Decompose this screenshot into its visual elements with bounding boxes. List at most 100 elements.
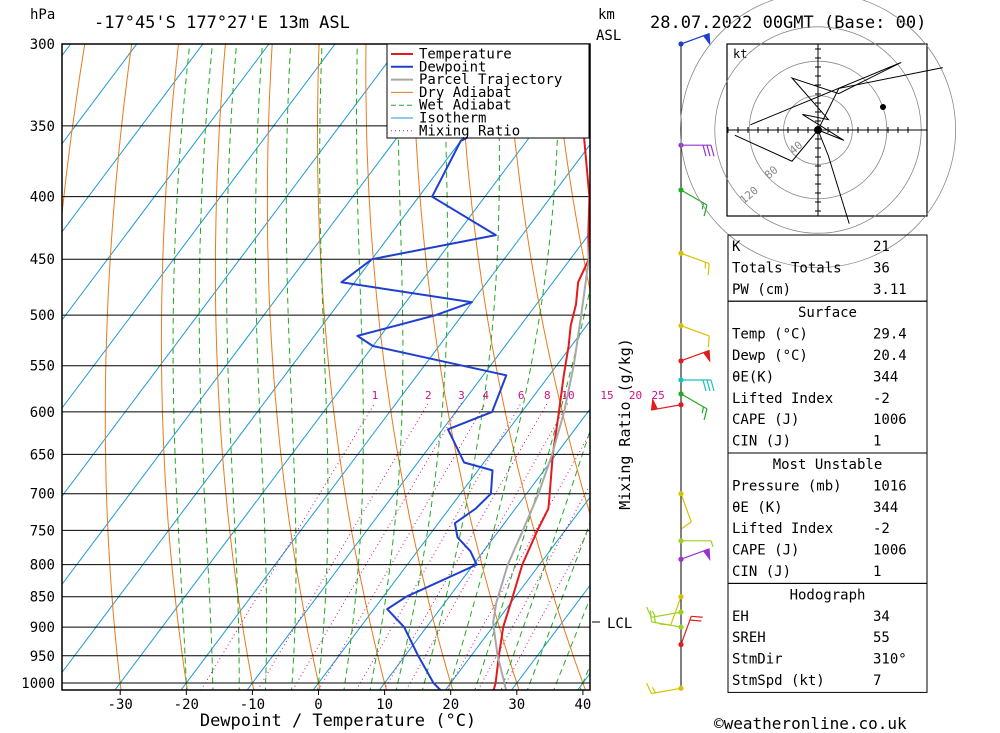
isotherm-line: [312, 320, 590, 690]
dry-adiabat-line: [266, 44, 321, 690]
surface-table-row-value: 20.4: [873, 348, 907, 364]
hodograph-origin-dot: [814, 126, 822, 134]
lcl-label: LCL: [607, 616, 632, 632]
dry-adiabat-line: [552, 44, 590, 293]
wet-adiabat-line: [172, 44, 191, 690]
hodograph-storm-dot: [880, 104, 886, 110]
mixing-ratio-line: [257, 402, 429, 690]
wind-barb-half: [653, 616, 656, 623]
wind-barb-staff: [680, 493, 692, 523]
index-row-value: 21: [873, 239, 890, 255]
wind-barb-staff: [680, 616, 692, 645]
wind-barb-staff: [680, 252, 710, 265]
pressure-tick-label: 900: [30, 620, 55, 636]
wind-barb-full: [702, 145, 707, 157]
most-unstable-table-title: Most Unstable: [773, 457, 883, 473]
wind-barb-full: [649, 610, 653, 622]
wet-adiabat-line: [285, 44, 297, 690]
index-row-label: Totals Totals: [732, 260, 842, 276]
wind-barb-full: [703, 204, 708, 217]
mixing-ratio-label: 1: [372, 389, 379, 402]
wet-adiabat-line: [226, 44, 240, 690]
mixing-ratio-line: [383, 402, 548, 690]
pressure-tick-label: 650: [30, 447, 55, 463]
isobars: [62, 43, 590, 684]
mixing-ratio-line: [355, 402, 522, 690]
surface-table-row-label: Temp (°C): [732, 327, 808, 343]
wind-profile: LCL: [592, 33, 715, 695]
isotherm-line: [246, 232, 590, 690]
mixing-ratio-label: 15: [600, 389, 613, 402]
pressure-unit: hPa: [30, 7, 55, 23]
legend-label: Dry Adiabat: [419, 85, 512, 101]
site-credit: ©weatheronline.co.uk: [714, 714, 907, 733]
surface-table-row-label: θE(K): [732, 369, 774, 385]
isotherm-line: [0, 35, 11, 693]
wind-level-dot: [678, 624, 684, 630]
surface-table-row-value: 344: [873, 369, 898, 385]
surface-table-title: Surface: [798, 305, 857, 321]
surface-table-row-value: 1006: [873, 412, 907, 428]
mixing-ratio-labels: 1 2 3 4 6 8 10 15 20 25: [372, 389, 665, 402]
wind-barb-full: [681, 521, 692, 529]
surface-table-row-label: CIN (J): [732, 434, 791, 450]
mixing-ratio-label: 6: [518, 389, 525, 402]
legend-label: Mixing Ratio: [419, 123, 520, 139]
temperature-tick-label: 0: [314, 697, 322, 713]
most-unstable-table-row-label: CAPE (J): [732, 543, 799, 559]
wet-adiabat-line: [448, 44, 560, 690]
most-unstable-table-row-value: 1: [873, 564, 881, 580]
wind-barb-flag: [702, 33, 711, 46]
wind-barb-half: [651, 686, 656, 694]
wind-barb-half: [710, 540, 714, 548]
dry-adiabat-line: [160, 44, 188, 690]
hodograph-trace: [750, 61, 902, 141]
temperature-tick-label: 30: [508, 697, 525, 713]
wind-barb-full: [646, 682, 652, 694]
hodograph-stats-table-row-label: StmSpd (kt): [732, 673, 825, 689]
hodograph-trace: [817, 67, 943, 131]
legend-label: Parcel Trajectory: [419, 72, 562, 88]
wind-barb-flag: [702, 548, 711, 562]
wind-barb-staff: [651, 687, 682, 695]
surface-table-row-value: -2: [873, 391, 890, 407]
mixing-ratio-label: 20: [629, 389, 642, 402]
wind-barb-full: [702, 379, 707, 392]
dry-adiabat-line: [928, 44, 1000, 694]
dewpoint-line: [340, 44, 508, 690]
isotherm-line: [62, 44, 204, 233]
temperature-tick-label: -20: [174, 697, 199, 713]
isotherm-line: [444, 496, 590, 690]
height-reference: ASL: [596, 28, 621, 44]
legend-label: Temperature: [419, 47, 512, 63]
temperature-tick-label: 20: [442, 697, 459, 713]
pressure-tick-label: 750: [30, 523, 55, 539]
mixing-ratio-axis-label: Mixing Ratio (g/kg): [616, 338, 634, 510]
dry-adiabat-line: [506, 44, 590, 516]
stats-tables: K 21 Totals Totals 36 PW (cm) 3.11 Surface Temp…: [727, 234, 928, 693]
mixing-ratio-label: 8: [544, 389, 551, 402]
dry-adiabat-line: [975, 44, 1000, 694]
isotherm-line: [62, 44, 270, 321]
legend-box: [386, 43, 590, 139]
dry-adiabat-line: [214, 44, 255, 690]
hodograph-unit: kt: [733, 47, 747, 61]
wind-barb-staff: [651, 611, 682, 618]
wind-barb-full: [710, 145, 715, 157]
surface-table-row-label: Dewp (°C): [732, 348, 808, 364]
surface-table-row-value: 1: [873, 434, 881, 450]
mixing-ratio-label: 2: [425, 389, 432, 402]
isotherm-line: [114, 55, 590, 690]
legend-label: Wet Adiabat: [419, 98, 512, 114]
mixing-ratio-line: [501, 526, 590, 690]
pressure-tick-label: 800: [30, 558, 55, 574]
parcel-trajectory-line: [492, 228, 590, 690]
wind-barb-full: [710, 379, 715, 392]
most-unstable-table-row-value: 1006: [873, 543, 907, 559]
dry-adiabat-line: [104, 44, 133, 690]
legend-label: Dewpoint: [419, 59, 486, 75]
mixing-ratio-line: [447, 432, 590, 690]
temperature-tick-label: 10: [376, 697, 393, 713]
